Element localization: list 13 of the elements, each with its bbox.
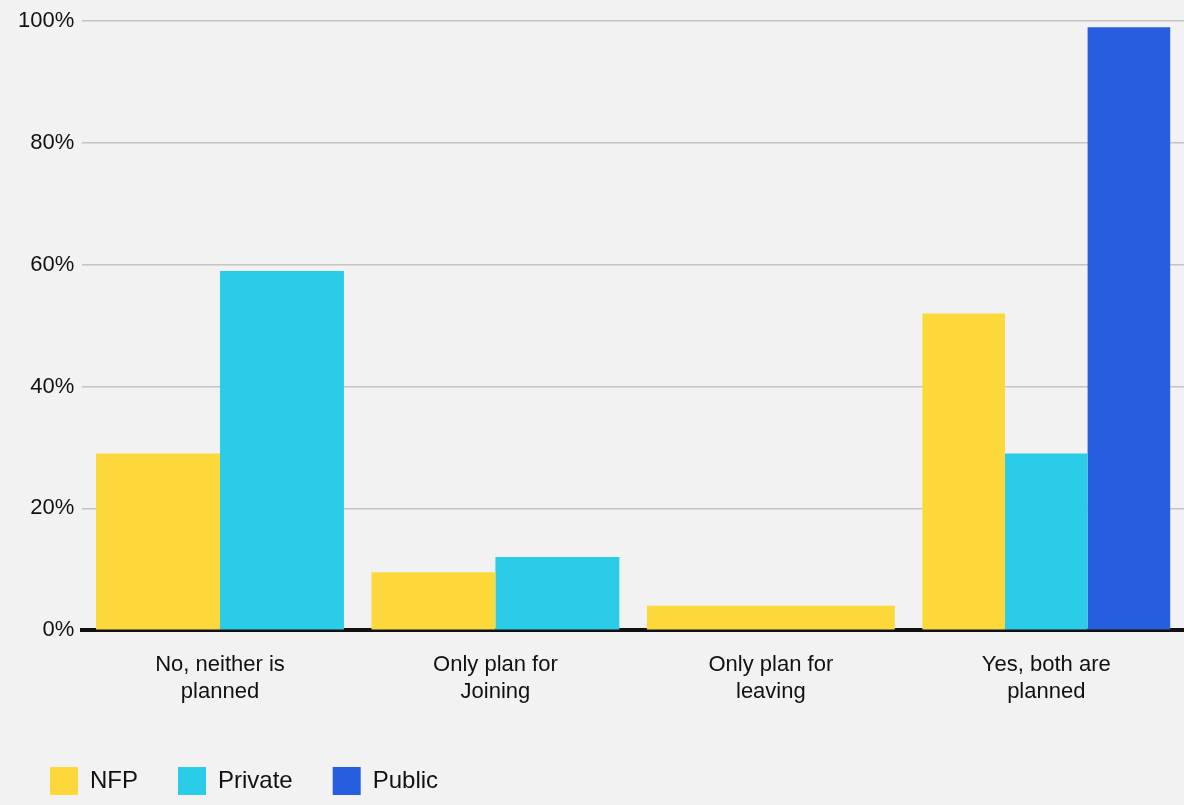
y-tick-label: 60%	[30, 250, 75, 276]
y-tick-label: 100%	[17, 7, 75, 33]
x-tick-label: Yes, both are planned	[981, 651, 1111, 703]
y-tick-label: 20%	[30, 494, 75, 520]
x-tick-label: Only plan for Joining	[433, 651, 558, 703]
legend-label: NFP	[90, 765, 138, 793]
legend-label: Public	[372, 765, 439, 793]
legend-label: Private	[218, 765, 293, 793]
y-tick-label: 40%	[30, 372, 75, 398]
y-tick-label: 0%	[42, 616, 75, 642]
x-tick-label: No, neither is planned	[155, 651, 285, 703]
y-tick-label: 80%	[30, 129, 75, 155]
x-tick-label: Only plan for leaving	[708, 651, 834, 703]
